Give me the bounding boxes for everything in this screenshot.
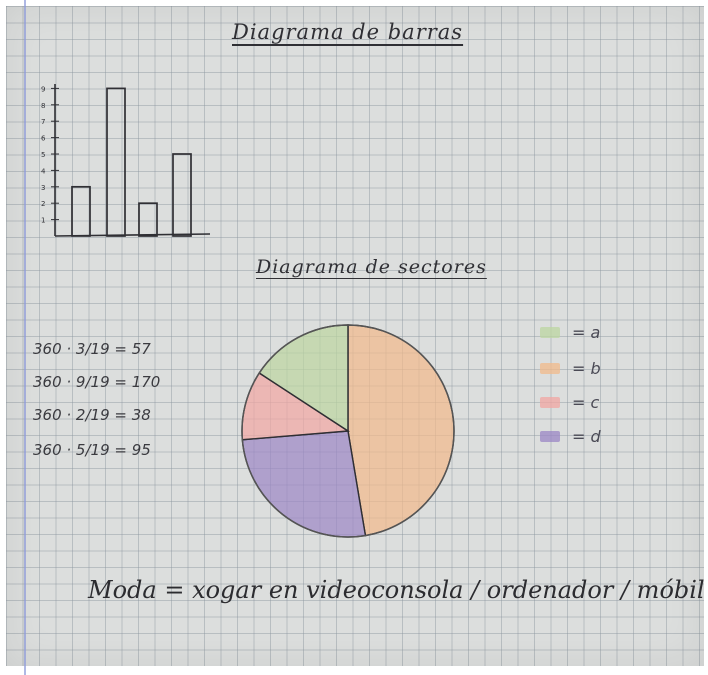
calc-line-b: 360 · 9/19 = 170 — [33, 373, 161, 391]
legend-swatch-a — [540, 326, 560, 338]
calc-line-d: 360 · 5/19 = 95 — [33, 441, 151, 459]
bar-y-tick-label: 5 — [41, 151, 45, 159]
legend-item-d: = d — [540, 426, 601, 446]
notebook-margin-line — [24, 0, 26, 675]
pie-chart-slices — [241, 324, 455, 538]
legend-label-a: = a — [572, 322, 601, 342]
legend-label-d: = d — [572, 426, 601, 446]
bar-y-tick-label: 2 — [41, 200, 45, 208]
bar-y-tick-label: 8 — [41, 102, 45, 110]
bar-y-tick-label: 7 — [41, 118, 45, 126]
pie-outline — [241, 324, 455, 538]
pie-slice-b — [347, 324, 455, 537]
legend-label-b: = b — [572, 358, 601, 378]
pie-chart-title: Diagrama de sectores — [256, 256, 487, 278]
bar-chart-title: Diagrama de barras — [232, 20, 464, 44]
legend-item-a: = a — [540, 322, 600, 342]
bar-y-tick-label: 3 — [41, 184, 45, 192]
bar-4 — [172, 153, 192, 237]
bar-y-tick-label: 4 — [41, 167, 46, 175]
calc-line-c: 360 · 2/19 = 38 — [33, 406, 151, 424]
bar-chart-y-ticks: 1 2 3 4 5 6 7 8 9 — [41, 85, 59, 225]
bar-y-tick-label: 1 — [41, 217, 45, 225]
legend-item-c: = c — [540, 392, 599, 412]
legend-label-c: = c — [572, 392, 600, 412]
mode-statement: Moda = xogar en videoconsola / ordenador… — [88, 576, 705, 604]
bar-3 — [138, 202, 158, 237]
legend-swatch-b — [540, 362, 560, 374]
pie-slice-d — [241, 430, 367, 538]
calc-line-a: 360 · 3/19 = 57 — [33, 340, 151, 358]
bar-y-tick-label: 6 — [41, 135, 46, 143]
legend-swatch-d — [540, 430, 560, 442]
legend-item-b: = b — [540, 358, 601, 378]
legend-swatch-c — [540, 396, 560, 408]
bar-1 — [71, 185, 91, 237]
bar-y-tick-label: 9 — [41, 85, 45, 93]
bar-chart-bars — [71, 87, 192, 237]
bar-2 — [106, 87, 126, 237]
